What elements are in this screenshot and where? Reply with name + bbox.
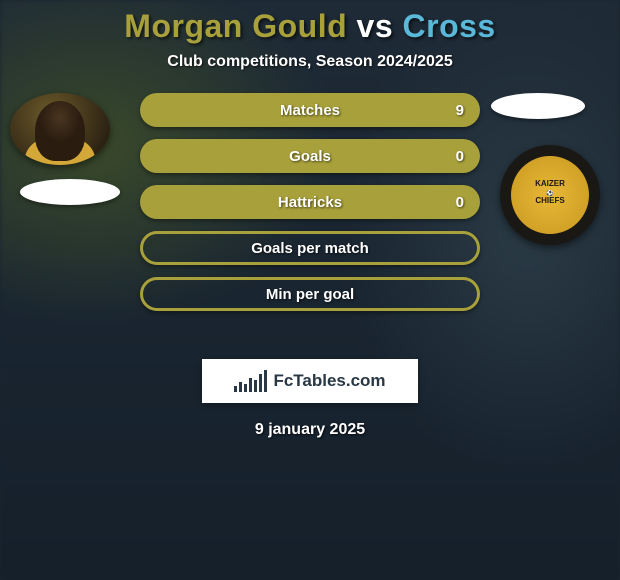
badge-text: KAIZER ⚽ CHIEFS [535, 180, 565, 206]
bar-icon [259, 374, 262, 392]
player-left-name: Morgan Gould [124, 8, 347, 44]
branding-box: FcTables.com [202, 359, 418, 403]
stat-label: Min per goal [266, 286, 354, 303]
badge-line2: CHIEFS [535, 196, 564, 205]
stat-row: Min per goal [140, 277, 480, 311]
bar-icon [249, 378, 252, 392]
player-right-name: Cross [403, 8, 496, 44]
bar-icon [264, 370, 267, 392]
player-right-placeholder [491, 93, 585, 119]
stat-value: 0 [456, 194, 464, 211]
stat-row: Goals per match [140, 231, 480, 265]
head-icon [35, 101, 85, 161]
player-left-avatar [10, 93, 110, 165]
stat-value: 0 [456, 148, 464, 165]
chart-icon [234, 370, 267, 392]
club-right-badge: KAIZER ⚽ CHIEFS [500, 145, 600, 245]
bar-icon [234, 386, 237, 392]
comparison-area: KAIZER ⚽ CHIEFS Matches 9 Goals 0 Hattricks 0… [0, 93, 620, 353]
bar-icon [239, 382, 242, 392]
subtitle: Club competitions, Season 2024/2025 [0, 53, 620, 71]
footer-date: 9 january 2025 [0, 421, 620, 439]
badge-inner: KAIZER ⚽ CHIEFS [508, 153, 592, 237]
stat-row: Goals 0 [140, 139, 480, 173]
brand-text: FcTables.com [273, 371, 385, 391]
stat-row: Matches 9 [140, 93, 480, 127]
badge-line1: KAIZER [535, 179, 565, 188]
stat-label: Hattricks [278, 194, 342, 211]
bar-icon [254, 380, 257, 392]
vs-text: vs [347, 8, 402, 44]
stat-label: Matches [280, 102, 340, 119]
stat-row: Hattricks 0 [140, 185, 480, 219]
stat-label: Goals per match [251, 240, 369, 257]
club-left-placeholder [20, 179, 120, 205]
stat-rows: Matches 9 Goals 0 Hattricks 0 Goals per match M… [140, 93, 480, 323]
stat-value: 9 [456, 102, 464, 119]
page-title: Morgan Gould vs Cross [0, 8, 620, 45]
stat-label: Goals [289, 148, 331, 165]
bar-icon [244, 384, 247, 392]
main-content: Morgan Gould vs Cross Club competitions,… [0, 0, 620, 439]
